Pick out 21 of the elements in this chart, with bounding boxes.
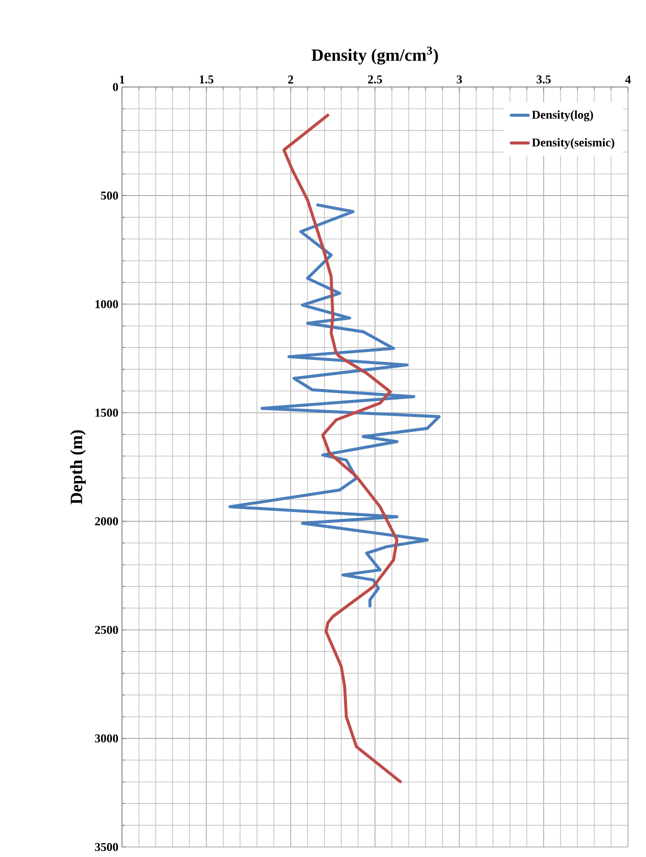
x-tick-label: 1: [120, 76, 124, 84]
legend-label: Density(log): [532, 110, 594, 122]
line-series: [282, 114, 402, 784]
line-series: [228, 203, 441, 608]
x-tick-label: 1.5: [200, 75, 214, 84]
y-tick-label: 3000: [95, 734, 118, 742]
x-tick-label: 3: [456, 75, 462, 84]
x-axis-title: Density (gm/cm$^{3}$): [312, 46, 438, 65]
y-tick-label: 0: [112, 82, 118, 92]
y-tick-label: 500: [101, 192, 118, 200]
y-tick-label: 3500: [95, 842, 118, 852]
legend-label: Density(seismic): [532, 138, 614, 149]
y-tick-label: 2000: [95, 517, 118, 526]
y-tick-label: 1000: [96, 300, 118, 308]
x-tick-label: 2: [288, 76, 294, 84]
x-tick-label: 3.5: [536, 75, 551, 84]
x-tick-label: 2.5: [368, 75, 382, 84]
y-axis-title: Depth (m): [70, 430, 86, 504]
y-tick-label: 1500: [96, 408, 118, 417]
y-tick-label: 2500: [95, 626, 118, 634]
x-tick-label: 4: [625, 76, 631, 84]
